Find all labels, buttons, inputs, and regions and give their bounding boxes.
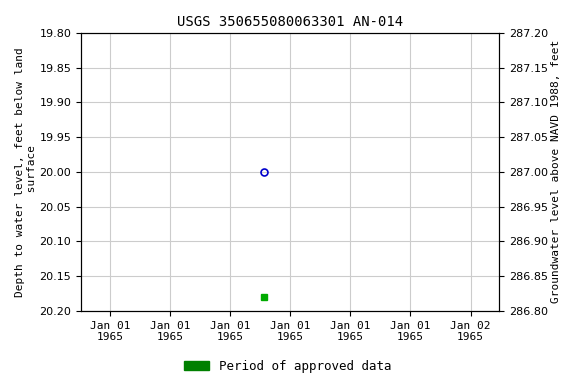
Legend: Period of approved data: Period of approved data — [179, 355, 397, 378]
Y-axis label: Depth to water level, feet below land
 surface: Depth to water level, feet below land su… — [15, 47, 37, 297]
Title: USGS 350655080063301 AN-014: USGS 350655080063301 AN-014 — [177, 15, 403, 29]
Y-axis label: Groundwater level above NAVD 1988, feet: Groundwater level above NAVD 1988, feet — [551, 40, 561, 303]
